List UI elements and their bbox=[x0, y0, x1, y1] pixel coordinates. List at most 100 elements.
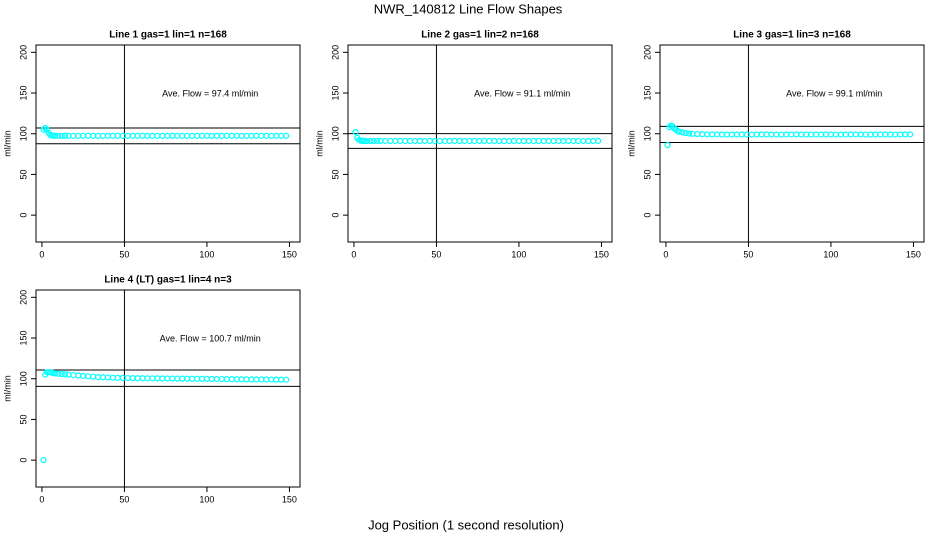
data-point bbox=[149, 375, 156, 382]
x-tick-label: 150 bbox=[594, 249, 609, 259]
data-point bbox=[114, 374, 121, 381]
x-tick-label: 100 bbox=[199, 249, 214, 259]
data-point bbox=[228, 376, 235, 383]
data-point bbox=[669, 123, 676, 130]
data-point bbox=[803, 131, 810, 138]
data-point bbox=[58, 132, 65, 140]
y-tick-label: 100 bbox=[18, 371, 28, 386]
x-tick-label: 0 bbox=[39, 249, 44, 259]
data-point bbox=[213, 132, 220, 139]
data-point bbox=[61, 371, 69, 378]
data-point bbox=[694, 130, 701, 138]
data-point bbox=[857, 131, 864, 138]
data-point bbox=[85, 132, 92, 139]
data-point bbox=[114, 132, 121, 139]
data-point bbox=[436, 137, 443, 145]
data-point bbox=[723, 131, 731, 138]
data-point bbox=[40, 126, 47, 133]
data-point bbox=[193, 132, 201, 139]
data-point bbox=[768, 131, 775, 138]
data-point bbox=[421, 137, 428, 145]
data-point bbox=[208, 375, 215, 383]
data-point bbox=[733, 131, 740, 138]
data-point bbox=[496, 137, 503, 145]
data-point bbox=[65, 371, 72, 378]
data-point bbox=[545, 137, 552, 145]
data-point bbox=[283, 132, 290, 139]
data-point bbox=[89, 132, 97, 139]
x-tick-label: 50 bbox=[743, 249, 753, 259]
data-point bbox=[203, 375, 211, 382]
data-point bbox=[788, 131, 795, 138]
data-point bbox=[847, 131, 854, 138]
data-point bbox=[99, 374, 107, 381]
data-point bbox=[129, 375, 136, 382]
data-point bbox=[65, 132, 72, 139]
data-point bbox=[763, 131, 770, 138]
data-point bbox=[233, 132, 240, 139]
data-point bbox=[154, 132, 161, 140]
data-point bbox=[808, 131, 815, 138]
data-point bbox=[174, 132, 181, 139]
data-point bbox=[134, 132, 141, 139]
panel-title: Line 2 gas=1 lin=2 n=168 bbox=[421, 30, 539, 41]
data-point bbox=[85, 373, 92, 380]
data-point bbox=[392, 137, 399, 145]
y-tick-label: 50 bbox=[18, 169, 28, 179]
data-point bbox=[154, 375, 161, 382]
data-point bbox=[273, 132, 280, 139]
data-point bbox=[887, 131, 894, 138]
data-point bbox=[169, 132, 176, 139]
data-point bbox=[773, 131, 780, 138]
data-point bbox=[159, 132, 166, 139]
data-point bbox=[595, 137, 602, 144]
y-tick-label: 50 bbox=[18, 414, 28, 424]
data-point bbox=[218, 132, 225, 139]
data-point bbox=[842, 131, 849, 138]
data-point bbox=[682, 129, 689, 137]
data-point bbox=[258, 132, 265, 139]
y-tick-label: 0 bbox=[330, 213, 340, 218]
data-point bbox=[213, 375, 220, 383]
data-point bbox=[575, 137, 582, 145]
data-point bbox=[713, 131, 721, 138]
data-point bbox=[248, 132, 255, 139]
data-point bbox=[238, 376, 245, 383]
data-point bbox=[590, 137, 597, 145]
data-point bbox=[486, 137, 493, 145]
data-point bbox=[882, 131, 889, 138]
data-point bbox=[179, 375, 186, 382]
data-point bbox=[263, 132, 270, 139]
x-tick-label: 150 bbox=[282, 494, 297, 504]
data-point bbox=[753, 131, 760, 138]
data-point bbox=[510, 137, 518, 144]
data-point bbox=[58, 370, 65, 378]
data-point bbox=[491, 137, 498, 145]
data-point bbox=[555, 137, 562, 145]
data-point bbox=[243, 132, 250, 139]
data-point bbox=[99, 132, 107, 140]
data-point bbox=[184, 132, 191, 140]
data-point bbox=[253, 376, 260, 383]
data-point bbox=[550, 137, 557, 145]
data-point bbox=[664, 142, 671, 149]
data-point bbox=[812, 131, 820, 138]
data-point bbox=[104, 374, 112, 381]
data-point bbox=[243, 376, 250, 383]
data-point bbox=[52, 132, 59, 139]
data-point bbox=[540, 137, 547, 145]
data-point bbox=[852, 131, 859, 138]
data-point bbox=[832, 131, 839, 138]
data-point bbox=[426, 137, 433, 144]
data-point bbox=[520, 137, 527, 145]
data-point bbox=[129, 132, 136, 139]
annotation: Ave. Flow = 91.1 ml/min bbox=[474, 89, 570, 99]
data-point bbox=[585, 137, 592, 145]
data-point bbox=[817, 131, 825, 138]
data-point bbox=[481, 137, 488, 144]
data-point bbox=[109, 132, 116, 139]
x-axis-label: Jog Position (1 second resolution) bbox=[368, 517, 564, 532]
data-point bbox=[75, 372, 82, 379]
plot-frame bbox=[347, 44, 613, 243]
data-point bbox=[139, 375, 146, 382]
